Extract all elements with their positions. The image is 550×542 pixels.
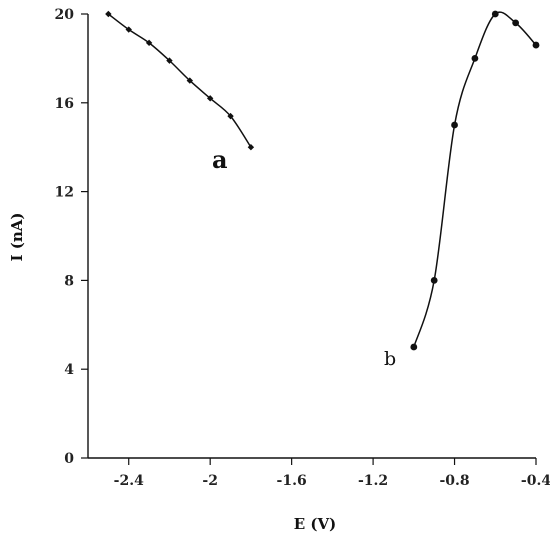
- chart-ticks: -2.4 -2 -1.6 -1.2 -0.8 -0.4 0 4 8 12 16 20: [55, 7, 550, 489]
- y-tick-label: 12: [55, 185, 74, 201]
- data-point-a: [166, 57, 173, 64]
- data-point-b: [410, 343, 418, 351]
- y-tick-label: 0: [64, 451, 74, 467]
- data-point-a: [247, 144, 255, 151]
- data-point-a: [227, 112, 234, 120]
- y-tick-label: 8: [64, 273, 74, 289]
- data-point-b: [471, 55, 479, 62]
- data-point-b: [451, 121, 458, 129]
- series-line-a: [107, 13, 252, 148]
- y-tick-label: 20: [55, 7, 75, 23]
- x-tick-label: -0.4: [521, 473, 550, 489]
- data-point-b: [491, 10, 499, 18]
- series-label-b: b: [384, 348, 396, 370]
- x-tick-label: -2: [202, 473, 218, 489]
- x-axis-label: E (V): [294, 515, 337, 533]
- x-tick-label: -1.6: [277, 473, 307, 489]
- series-a: [105, 10, 255, 151]
- series-b: [410, 10, 540, 351]
- chart-axes: [87, 14, 536, 459]
- data-point-a: [186, 77, 194, 84]
- chart-series: [105, 10, 540, 351]
- y-tick-label: 16: [55, 96, 74, 112]
- data-point-b: [512, 19, 520, 27]
- x-tick-label: -1.2: [358, 473, 388, 489]
- x-tick-label: -2.4: [114, 473, 144, 489]
- data-point-b: [430, 277, 438, 284]
- x-tick-label: -0.8: [439, 473, 469, 489]
- data-point-a: [206, 95, 214, 102]
- data-point-a: [125, 26, 132, 33]
- data-point-a: [145, 39, 153, 47]
- data-point-a: [105, 10, 112, 18]
- y-tick-label: 4: [64, 362, 74, 378]
- series-label-a: a: [212, 145, 228, 174]
- data-point-b: [532, 41, 540, 49]
- series-line-b: [413, 11, 537, 348]
- y-axis-label: I (nA): [8, 213, 26, 262]
